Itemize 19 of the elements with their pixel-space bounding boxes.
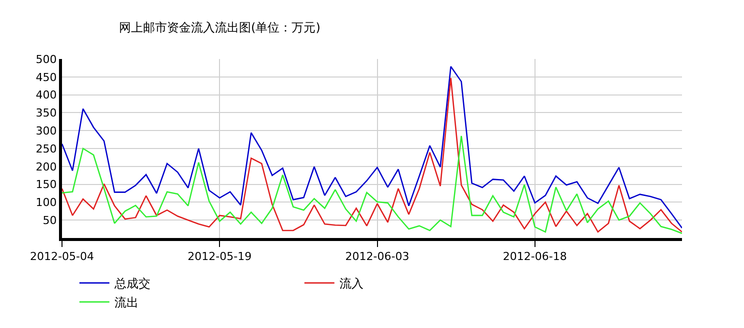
x-tick-label: 2012-05-19 bbox=[188, 250, 252, 264]
y-tick-label: 100 bbox=[36, 196, 57, 210]
x-tick-label: 2012-06-03 bbox=[345, 250, 410, 264]
y-tick-label: 200 bbox=[36, 160, 57, 174]
legend-label: 流出 bbox=[114, 296, 138, 310]
y-tick-label: 450 bbox=[36, 70, 57, 84]
legend-label: 流入 bbox=[339, 276, 364, 291]
y-tick-label: 500 bbox=[36, 52, 57, 66]
chart-title: 网上邮市资金流入流出图(单位：万元) bbox=[119, 20, 320, 34]
y-tick-label: 250 bbox=[36, 142, 57, 156]
y-tick-label: 150 bbox=[36, 178, 57, 192]
x-tick-label: 2012-06-18 bbox=[502, 250, 567, 264]
y-tick-label: 350 bbox=[36, 106, 57, 120]
line-series bbox=[62, 135, 682, 234]
y-tick-label: 400 bbox=[36, 88, 57, 102]
x-tick-label: 2012-05-04 bbox=[30, 250, 94, 264]
legend-label: 总成交 bbox=[113, 276, 150, 291]
y-tick-label: 50 bbox=[42, 214, 57, 227]
y-tick-label: 300 bbox=[36, 124, 57, 138]
